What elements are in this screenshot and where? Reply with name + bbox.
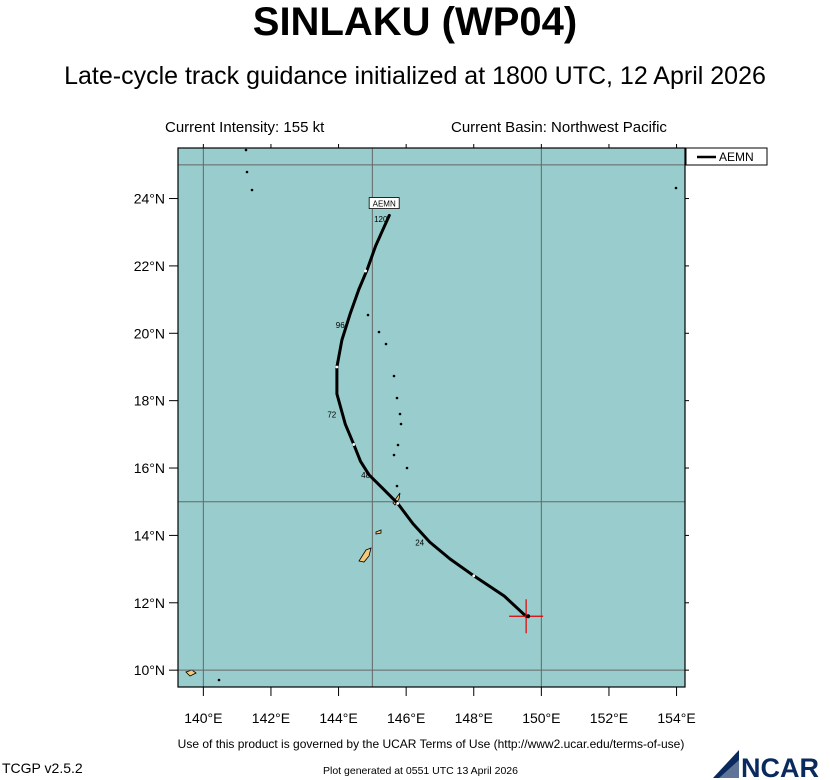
lat-label-14: 14°N <box>134 527 165 543</box>
track-end-label-box <box>368 197 400 209</box>
hour-label-72: 72 <box>327 411 336 420</box>
guam-island <box>358 547 372 563</box>
lon-label-140: 140°E <box>184 710 222 726</box>
ncar-logo-icon <box>713 750 739 778</box>
islet-1 <box>395 396 399 400</box>
ncar-logo: NCAR <box>713 750 819 780</box>
lon-label-144: 144°E <box>319 710 357 726</box>
product-title: SINLAKU (WP04) <box>252 0 578 44</box>
map-frame <box>177 147 686 688</box>
lon-label-154: 154°E <box>657 710 695 726</box>
yap-island <box>185 669 197 677</box>
lon-label-142: 142°E <box>252 710 290 726</box>
islet-12 <box>244 148 248 152</box>
lat-label-10: 10°N <box>134 662 165 678</box>
islet-10 <box>245 170 249 174</box>
lat-label-22: 22°N <box>134 258 165 274</box>
islet-15 <box>395 484 399 488</box>
islet-11 <box>250 188 254 192</box>
rota-island <box>375 529 382 535</box>
islet-6 <box>405 466 409 470</box>
legend: AEMN <box>685 147 768 166</box>
islet-4 <box>396 443 400 447</box>
islet-0 <box>392 374 396 378</box>
terms-of-use: Use of this product is governed by the U… <box>177 737 685 751</box>
track-tick-0 <box>472 574 476 578</box>
lon-label-152: 152°E <box>590 710 628 726</box>
islet-8 <box>384 342 388 346</box>
track-tick-1 <box>396 502 400 505</box>
legend-box <box>685 147 768 166</box>
islands <box>185 148 678 682</box>
lat-label-16: 16°N <box>134 460 165 476</box>
product-subtitle: Late-cycle track guidance initialized at… <box>64 62 766 90</box>
lon-label-150: 150°E <box>522 710 560 726</box>
islet-7 <box>377 330 381 334</box>
track-end-label: AEMN <box>373 200 396 209</box>
islet-9 <box>366 313 370 317</box>
lat-label-24: 24°N <box>134 191 165 207</box>
lat-label-20: 20°N <box>134 325 165 341</box>
generated-timestamp: Plot generated at 0551 UTC 13 April 2026 <box>323 765 518 777</box>
islet-14 <box>674 186 678 190</box>
legend-label-aemn: AEMN <box>719 150 754 164</box>
islet-3 <box>399 422 403 426</box>
islet-2 <box>398 412 402 416</box>
current-basin: Current Basin: Northwest Pacific <box>451 119 667 136</box>
lat-label-12: 12°N <box>134 595 165 611</box>
hour-label-48: 48 <box>361 471 370 480</box>
current-intensity: Current Intensity: 155 kt <box>165 119 325 136</box>
islet-13 <box>217 678 221 682</box>
lon-label-148: 148°E <box>455 710 493 726</box>
current-position-dot <box>526 614 531 619</box>
track-tick-4 <box>364 269 367 273</box>
ncar-logo-text: NCAR <box>741 753 819 780</box>
islet-5 <box>392 453 396 457</box>
track-line <box>335 213 528 618</box>
hour-label-96: 96 <box>336 321 345 330</box>
lat-label-18: 18°N <box>134 393 165 409</box>
lon-label-146: 146°E <box>387 710 425 726</box>
track-tick-2 <box>352 443 356 446</box>
track-tick-3 <box>335 365 339 369</box>
axis-ticks: 140°E 142°E 144°E 146°E 148°E 150°E 152°E 154°E… <box>134 144 696 726</box>
map-grid <box>178 148 685 687</box>
version-label: TCGP v2.5.2 <box>2 760 83 776</box>
hour-label-120: 120 <box>374 215 388 224</box>
map-ocean <box>178 148 685 687</box>
aemn-track: 24 48 72 96 120 AEMN <box>327 197 544 634</box>
hour-label-24: 24 <box>415 539 424 548</box>
